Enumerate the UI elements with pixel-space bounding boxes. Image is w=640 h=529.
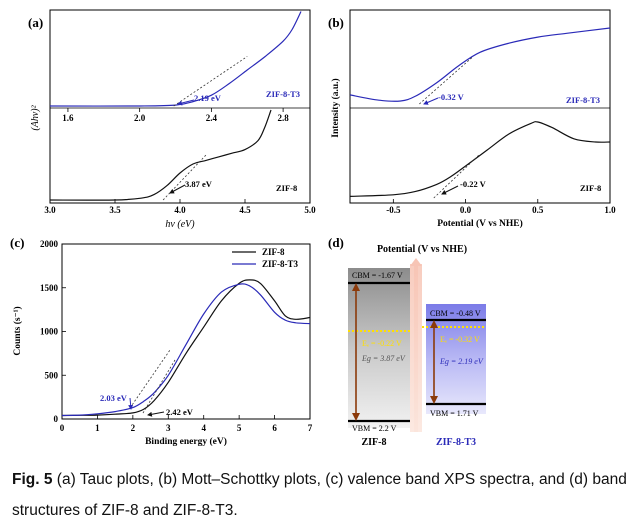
panel-c-fit-line-1 — [129, 349, 171, 409]
caption-text: (a) Tauc plots, (b) Mott–Schottky plots,… — [12, 471, 627, 519]
panel-a-zif8t3-fit-line — [173, 56, 248, 107]
legend-label-zif8: ZIF-8 — [262, 247, 285, 257]
panel-a-label: (a) — [28, 15, 43, 30]
panel-a-zif8-label: ZIF-8 — [276, 183, 297, 193]
panel-a-ylabel: (Ahν)² — [30, 104, 41, 130]
panel-a-zif8t3-annotation: 2.19 eV — [194, 93, 222, 103]
caption-label: Fig. 5 — [12, 471, 53, 488]
panel-c-zif8t3-curve — [61, 283, 311, 417]
panel-c-xtick-label: 7 — [308, 423, 313, 433]
zif8-vbm-label: VBM = 2.2 V — [352, 424, 397, 433]
panel-c-xtick-label: 2 — [131, 423, 136, 433]
panel-b-zif8-label: ZIF-8 — [580, 183, 601, 193]
panel-b-xticks: -0.5 0.0 0.5 1.0 — [386, 199, 616, 215]
panel-c-xtick-label: 1 — [95, 423, 100, 433]
panel-c-ytick-label: 1000 — [40, 327, 59, 337]
panel-b-zif8-annotation: -0.22 V — [460, 179, 487, 189]
panel-b-frame — [349, 9, 611, 204]
panel-d: (d) Potential (V vs NHE) CBM = -1.67 V V… — [328, 235, 486, 448]
panel-a-zif8-curve — [49, 109, 272, 201]
zif8-cbm-label: CBM = -1.67 V — [352, 271, 403, 280]
zif8-fermi-label: Eₑ = -0.22 V — [362, 339, 402, 348]
panel-c-legend: ZIF-8 ZIF-8-T3 — [232, 247, 299, 269]
panel-c-annotation-1: 2.03 eV — [100, 393, 128, 403]
panel-a-top-xticks: 1.6 2.0 2.4 2.8 — [62, 108, 289, 123]
panel-b-zif8t3-curve — [349, 27, 611, 102]
panel-c-label: (c) — [10, 235, 24, 250]
figure-caption: Fig. 5 (a) Tauc plots, (b) Mott–Schottky… — [12, 464, 628, 526]
panel-c-xtick-label: 6 — [272, 423, 277, 433]
zif8t3-vbm-label: VBM = 1.71 V — [430, 409, 479, 418]
panel-a-top-xtick-label: 1.6 — [62, 113, 74, 123]
panel-a-top-xtick-label: 2.0 — [134, 113, 146, 123]
panel-b-xtick-label: 0.0 — [460, 205, 472, 215]
zif8-label: ZIF-8 — [362, 437, 387, 448]
panel-c-ytick-label: 500 — [45, 370, 59, 380]
panel-b-xtick-label: 1.0 — [604, 205, 616, 215]
figure-canvas: (a) (Ahν)² hν (eV) 1.6 2.0 2.4 2.8 3.0 3.5 4.… — [10, 9, 616, 448]
panel-b-xtick-label: -0.5 — [386, 205, 401, 215]
panel-a-bottom-xtick-label: 4.5 — [239, 205, 251, 215]
panel-b-zif8-curve — [349, 121, 611, 197]
panel-c: (c) Counts (s⁻¹) Binding energy (eV) 0 1 2… — [10, 235, 313, 447]
panel-a-bottom-xtick-label: 5.0 — [304, 205, 316, 215]
panel-b: (b) Intensity (a.u.) Potential (V vs NHE… — [328, 9, 616, 229]
panel-b-zif8t3-label: ZIF-8-T3 — [566, 95, 600, 105]
panel-b-label: (b) — [328, 15, 344, 30]
panel-a: (a) (Ahν)² hν (eV) 1.6 2.0 2.4 2.8 3.0 3.5 4.… — [28, 9, 316, 230]
panel-b-xtick-label: 0.5 — [532, 205, 544, 215]
panel-b-xlabel: Potential (V vs NHE) — [437, 218, 523, 229]
panel-a-zif8t3-arrow — [177, 99, 195, 106]
panel-a-zif8-annotation: 3.87 eV — [185, 179, 213, 189]
panel-b-zif8t3-annotation: -0.32 V — [438, 92, 465, 102]
panel-a-zif8t3-curve — [49, 11, 302, 107]
panel-c-annotation-2: 2.42 eV — [166, 407, 194, 417]
panel-a-top-xtick-label: 2.4 — [206, 113, 218, 123]
panel-b-zif8t3-arrow — [423, 97, 439, 105]
zif8-gap-label: Eg = 3.87 eV — [361, 354, 406, 363]
panel-c-xtick-label: 5 — [237, 423, 242, 433]
panel-b-zif8-fit-line — [433, 153, 481, 199]
panel-a-bottom-xticks: 3.0 3.5 4.0 4.5 5.0 — [44, 199, 316, 215]
potential-axis-band — [410, 264, 422, 432]
panel-a-zif8t3-label: ZIF-8-T3 — [266, 89, 300, 99]
panel-a-bottom-xtick-label: 4.0 — [174, 205, 186, 215]
panel-a-zif8-fit-line — [162, 154, 207, 201]
panel-c-xtick-label: 0 — [60, 423, 65, 433]
panel-d-title: Potential (V vs NHE) — [377, 244, 467, 255]
panel-c-zif8-curve — [61, 279, 311, 417]
panel-a-xlabel: hν (eV) — [165, 219, 195, 230]
panel-a-bottom-xtick-label: 3.5 — [109, 205, 121, 215]
panel-c-zif8t3-arrow — [128, 397, 134, 410]
legend-label-zif8t3: ZIF-8-T3 — [262, 259, 299, 269]
panel-c-xtick-label: 4 — [201, 423, 206, 433]
panel-a-zif8-arrow — [169, 184, 186, 194]
panel-d-label: (d) — [328, 235, 344, 250]
panel-a-top-xtick-label: 2.8 — [277, 113, 289, 123]
panel-c-ytick-label: 0 — [54, 414, 59, 424]
panel-c-xtick-label: 3 — [166, 423, 171, 433]
panel-c-xlabel: Binding energy (eV) — [145, 436, 227, 447]
panel-c-xticks: 0 1 2 3 4 5 6 7 — [60, 415, 313, 433]
panel-c-ytick-label: 1500 — [40, 283, 59, 293]
panel-b-ylabel: Intensity (a.u.) — [330, 78, 341, 137]
panel-c-zif8-arrow — [147, 411, 165, 417]
panel-c-yticks: 0 500 1000 1500 2000 — [40, 239, 66, 424]
panel-c-ytick-label: 2000 — [40, 239, 59, 249]
zif8t3-label: ZIF-8-T3 — [436, 437, 476, 448]
zif8t3-gap-label: Eg = 2.19 eV — [439, 357, 484, 366]
zif8-band-block — [348, 268, 410, 428]
panel-c-ylabel: Counts (s⁻¹) — [12, 306, 23, 355]
zif8t3-fermi-label: Eₑ = -0.32 V — [440, 335, 480, 344]
panel-b-zif8-arrow — [441, 185, 459, 195]
panel-a-bottom-xtick-label: 3.0 — [44, 205, 56, 215]
zif8t3-cbm-label: CBM = -0.48 V — [430, 309, 481, 318]
